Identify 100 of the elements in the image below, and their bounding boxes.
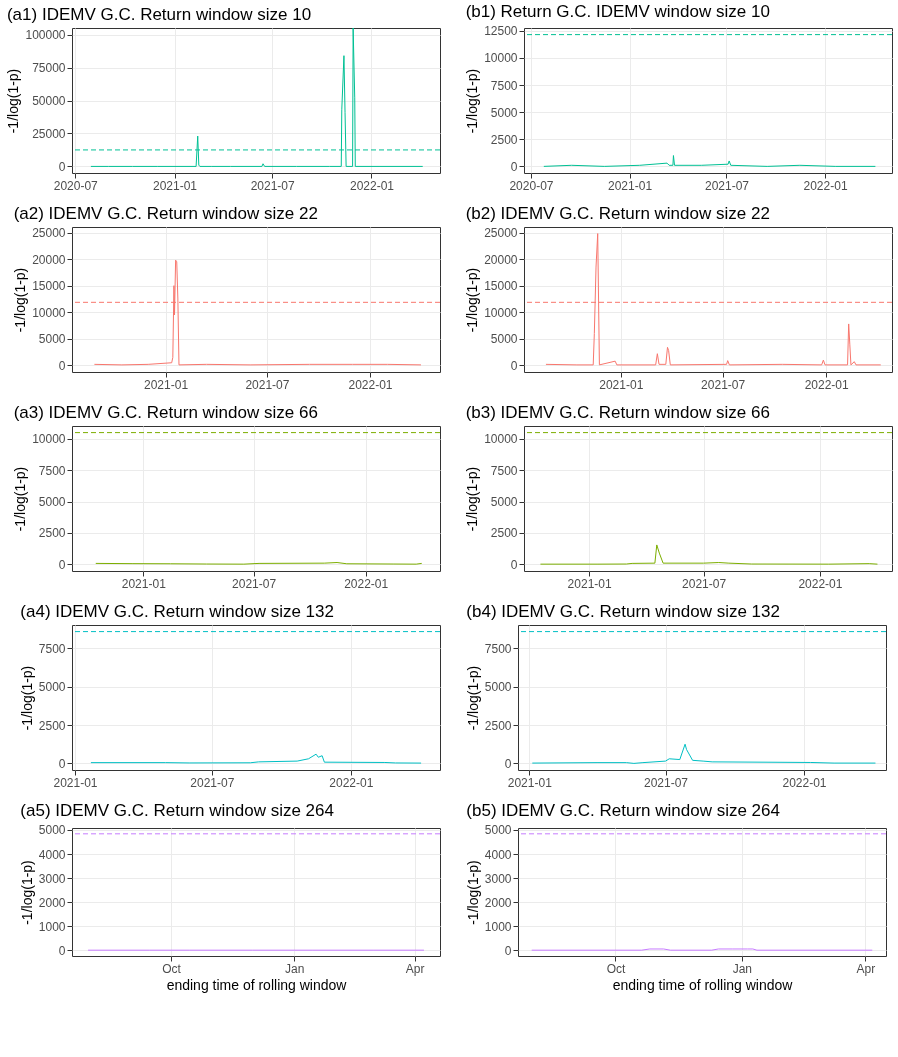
- chart-title: (a4) IDEMV G.C. Return window size 132: [20, 602, 334, 621]
- y-tick-label: 5000: [490, 105, 518, 120]
- y-tick-label: 2500: [490, 526, 518, 541]
- y-tick-label: 5000: [38, 680, 66, 695]
- line-series: [539, 544, 878, 565]
- y-axis-title: -1/log(1-p): [464, 267, 481, 333]
- x-tick-label: Apr: [405, 961, 425, 976]
- y-axis-title: -1/log(1-p): [5, 68, 22, 134]
- y-axis-title: -1/log(1-p): [12, 267, 29, 333]
- y-tick-label: 25000: [484, 226, 518, 241]
- x-tick-label: 2022-01: [803, 178, 848, 193]
- y-tick-label: 2500: [484, 718, 512, 733]
- y-tick-label: 5000: [38, 823, 66, 838]
- y-tick-label: 0: [58, 943, 66, 958]
- chart-title: (b1) Return G.C. IDEMV window size 10: [465, 1, 770, 21]
- y-tick-label: 10000: [484, 51, 518, 66]
- y-tick-label: 10000: [484, 305, 518, 320]
- y-tick-label: 0: [504, 943, 512, 958]
- y-tick-label: 100000: [25, 28, 66, 43]
- x-tick-label: Oct: [606, 961, 626, 976]
- x-tick-label: 2021-07: [250, 178, 296, 193]
- x-axis-title: ending time of rolling window: [612, 976, 794, 993]
- y-axis-title: -1/log(1-p): [18, 665, 35, 731]
- line-series: [531, 743, 876, 764]
- y-tick-label: 4000: [484, 847, 512, 862]
- y-axis-title: -1/log(1-p): [12, 466, 29, 532]
- y-tick-label: 0: [58, 358, 66, 373]
- y-tick-label: 5000: [38, 332, 66, 347]
- y-tick-label: 5000: [490, 332, 518, 347]
- y-tick-label: 7500: [484, 641, 512, 656]
- x-tick-label: 2021-07: [682, 576, 727, 591]
- y-tick-label: 0: [510, 159, 518, 174]
- y-tick-label: 5000: [490, 495, 518, 510]
- x-tick-label: 2022-01: [348, 377, 393, 392]
- y-tick-label: 10000: [484, 432, 518, 447]
- y-tick-label: 25000: [32, 226, 66, 241]
- x-tick-label: 2021-01: [567, 576, 612, 591]
- chart-title: (a1) IDEMV G.C. Return window size 10: [6, 5, 312, 24]
- y-tick-label: 4000: [38, 847, 66, 862]
- line-series: [543, 155, 876, 167]
- x-tick-label: 2022-01: [349, 178, 395, 193]
- y-axis-title: -1/log(1-p): [464, 665, 481, 731]
- y-tick-label: 1000: [38, 919, 66, 934]
- y-tick-label: 5000: [484, 680, 512, 695]
- y-tick-label: 2500: [490, 132, 518, 147]
- x-tick-label: Oct: [162, 961, 182, 976]
- x-tick-label: 2022-01: [344, 576, 389, 591]
- y-tick-label: 0: [510, 557, 518, 572]
- x-tick-label: 2021-01: [608, 178, 653, 193]
- y-tick-label: 0: [58, 159, 66, 174]
- y-tick-label: 0: [58, 557, 66, 572]
- y-tick-label: 7500: [38, 641, 66, 656]
- y-tick-label: 0: [58, 756, 66, 771]
- y-tick-label: 2000: [38, 895, 66, 910]
- y-tick-label: 2500: [38, 718, 66, 733]
- x-tick-label: Jan: [284, 961, 305, 976]
- y-tick-label: 10000: [32, 305, 66, 320]
- y-tick-label: 7500: [38, 463, 66, 478]
- chart-title: (a3) IDEMV G.C. Return window size 66: [13, 403, 318, 422]
- y-axis-title: -1/log(1-p): [464, 466, 481, 532]
- y-tick-label: 2000: [484, 895, 512, 910]
- x-tick-label: 2021-01: [53, 775, 98, 790]
- y-tick-label: 7500: [490, 463, 518, 478]
- y-tick-label: 7500: [490, 78, 518, 93]
- y-tick-label: 3000: [38, 871, 66, 886]
- y-tick-label: 0: [510, 358, 518, 373]
- chart-title: (b2) IDEMV G.C. Return window size 22: [465, 203, 770, 223]
- x-tick-label: Jan: [732, 961, 752, 976]
- y-tick-label: 0: [504, 756, 512, 771]
- line-series: [90, 753, 422, 764]
- x-tick-label: Apr: [856, 961, 876, 976]
- y-tick-label: 12500: [484, 24, 518, 39]
- y-tick-label: 75000: [32, 61, 66, 76]
- y-tick-label: 25000: [32, 126, 66, 141]
- x-tick-label: 2021-01: [144, 377, 189, 392]
- y-tick-label: 2500: [38, 526, 66, 541]
- y-tick-label: 3000: [484, 871, 512, 886]
- x-axis-title: ending time of rolling window: [166, 976, 348, 993]
- y-tick-label: 50000: [32, 94, 66, 108]
- chart-title: (a5) IDEMV G.C. Return window size 264: [20, 800, 334, 820]
- x-tick-label: 2022-01: [804, 377, 850, 392]
- x-tick-label: 2021-07: [701, 377, 746, 392]
- y-axis-title: -1/log(1-p): [464, 68, 481, 134]
- x-tick-label: 2022-01: [329, 775, 374, 790]
- y-tick-label: 20000: [32, 252, 66, 267]
- x-tick-label: 2021-07: [704, 178, 750, 193]
- y-tick-label: 15000: [484, 279, 518, 294]
- chart-title: (a2) IDEMV G.C. Return window size 22: [13, 203, 318, 223]
- y-tick-label: 20000: [484, 252, 518, 267]
- x-tick-label: 2021-01: [153, 178, 198, 193]
- y-tick-label: 15000: [32, 279, 66, 294]
- chart-title: (b4) IDEMV G.C. Return window size 132: [466, 602, 780, 621]
- y-tick-label: 5000: [484, 823, 512, 838]
- x-tick-label: 2021-07: [245, 377, 290, 392]
- x-tick-label: 2021-07: [232, 576, 277, 591]
- x-tick-label: 2021-07: [190, 775, 235, 790]
- y-tick-label: 5000: [38, 495, 66, 510]
- chart-title: (b5) IDEMV G.C. Return window size 264: [466, 800, 780, 820]
- x-tick-label: 2022-01: [782, 775, 827, 790]
- x-tick-label: 2021-07: [643, 775, 689, 790]
